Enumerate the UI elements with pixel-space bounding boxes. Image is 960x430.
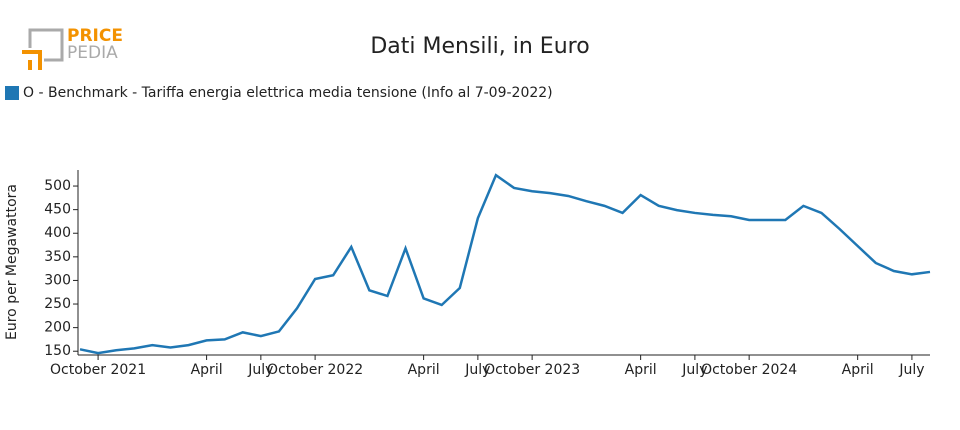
logo: PRICE PEDIA (22, 26, 123, 70)
x-tick-label: October 2022 (267, 362, 363, 378)
y-tick-label: 500 (44, 178, 71, 194)
x-tick-label: April (625, 362, 657, 378)
x-tick-label: April (842, 362, 874, 378)
y-tick-label: 400 (44, 225, 71, 241)
y-tick-label: 200 (44, 320, 71, 336)
x-tick-label: July (681, 362, 707, 378)
x-tick-label: July (247, 362, 273, 378)
x-tick-label: October 2021 (50, 362, 146, 378)
y-tick-label: 150 (44, 343, 71, 359)
line (79, 173, 931, 355)
y-axis-label: Euro per Megawattora (4, 184, 20, 340)
y-tick-label: 250 (44, 296, 71, 312)
legend-label: O - Benchmark - Tariffa energia elettric… (23, 85, 553, 101)
y-tick-label: 350 (44, 249, 71, 265)
x-tick-label: April (408, 362, 440, 378)
logo-text: PRICE (67, 26, 123, 46)
logo-text: PEDIA (67, 43, 118, 63)
x-tick-label: July (464, 362, 490, 378)
x-tick-label: October 2023 (484, 362, 580, 378)
chart-title: Dati Mensili, in Euro (370, 34, 589, 59)
y-tick-label: 300 (44, 272, 71, 288)
x-tick-label: October 2024 (701, 362, 797, 378)
x-tick-label: July (898, 362, 924, 378)
legend-swatch (5, 86, 19, 100)
y-tick-label: 450 (44, 202, 71, 218)
x-tick-label: April (191, 362, 223, 378)
